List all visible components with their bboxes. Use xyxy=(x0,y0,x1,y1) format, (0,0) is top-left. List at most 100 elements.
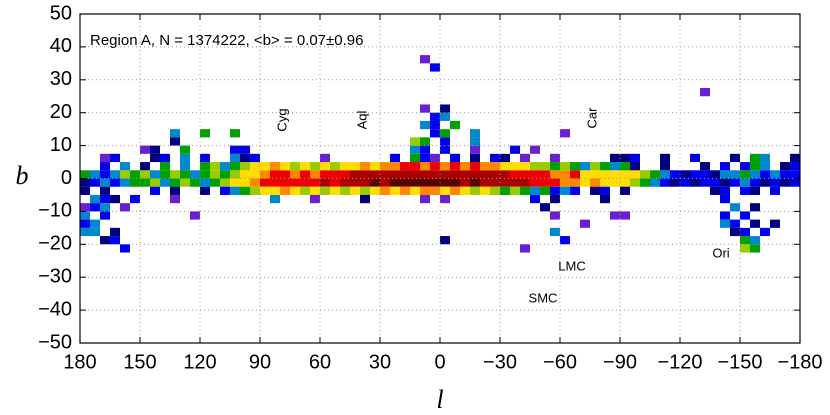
heatmap-cell xyxy=(380,178,390,187)
heatmap-cell xyxy=(620,178,630,187)
plot-frame xyxy=(79,13,801,344)
heatmap-cell xyxy=(80,170,90,179)
heatmap-cell xyxy=(110,227,120,237)
heatmap-cell xyxy=(100,194,110,204)
heatmap-cell xyxy=(540,178,550,187)
heatmap-cell xyxy=(550,153,560,163)
heatmap-cell xyxy=(460,170,470,179)
heatmap-cell xyxy=(350,170,360,179)
heatmap-cell xyxy=(520,162,530,171)
x-tick-label: −150 xyxy=(717,351,762,373)
heatmap-cell xyxy=(300,186,310,195)
x-tick-label: −30 xyxy=(483,351,517,373)
heatmap-cell xyxy=(170,137,180,146)
heatmap-cell xyxy=(730,203,740,212)
heatmap-cell xyxy=(410,145,420,154)
heatmap-cell xyxy=(400,186,410,195)
heatmap-cell xyxy=(710,170,720,179)
heatmap-cell xyxy=(770,178,780,187)
heatmap-cell xyxy=(550,227,560,237)
x-tick-label: 30 xyxy=(369,351,391,373)
annotation: Aql xyxy=(354,110,369,129)
heatmap-cell xyxy=(270,162,280,171)
x-tick-label: 120 xyxy=(183,351,216,373)
heatmap-cell xyxy=(380,162,390,171)
heatmap-cell xyxy=(360,186,370,195)
heatmap-cell xyxy=(290,162,300,171)
heatmap-cell xyxy=(740,178,750,187)
heatmap-cell xyxy=(700,170,710,179)
heatmap-cell xyxy=(300,162,310,171)
heatmap-cell xyxy=(370,178,380,187)
heatmap-cell xyxy=(390,186,400,195)
heatmap-cell xyxy=(780,178,790,187)
heatmap-cell xyxy=(510,186,520,195)
heatmap-cell xyxy=(430,112,440,121)
heatmap-cell xyxy=(740,186,750,195)
heatmap-cell xyxy=(80,203,90,212)
heatmap-cell xyxy=(390,162,400,171)
heatmap-cell xyxy=(620,170,630,179)
heatmap-cell xyxy=(80,211,90,220)
heatmap-cell xyxy=(580,178,590,187)
heatmap-cell xyxy=(440,129,450,138)
heatmap-cell xyxy=(240,178,250,187)
heatmap-cell xyxy=(530,145,540,154)
heatmap-cell xyxy=(430,129,440,138)
heatmap-cell xyxy=(750,186,760,195)
heatmap-cell xyxy=(200,170,210,179)
heatmap-cell xyxy=(690,178,700,187)
heatmap-cell xyxy=(170,129,180,138)
heatmap-cell xyxy=(760,178,770,187)
heatmap-cell xyxy=(630,153,640,163)
heatmap-cell xyxy=(620,211,630,220)
heatmap-cell xyxy=(530,162,540,171)
heatmap-cell xyxy=(230,145,240,154)
heatmap-cell xyxy=(620,162,630,171)
heatmap-cell xyxy=(450,120,460,130)
heatmap-cell xyxy=(400,170,410,179)
heatmap-cell xyxy=(760,153,770,163)
heatmap-cell xyxy=(290,170,300,179)
heatmap-cell xyxy=(320,170,330,179)
heatmap-cell xyxy=(510,178,520,187)
heatmap-cell xyxy=(360,162,370,171)
heatmap-cell xyxy=(140,162,150,171)
heatmap-cell xyxy=(340,186,350,195)
chart-title: Region A, N = 1374222, <b> = 0.07±0.96 xyxy=(90,32,363,49)
heatmap-cell xyxy=(500,170,510,179)
heatmap-cell xyxy=(770,186,780,195)
heatmap-cell xyxy=(730,227,740,237)
heatmap-cell xyxy=(650,178,660,187)
heatmap-cell xyxy=(90,227,100,237)
heatmap-cell xyxy=(390,178,400,187)
heatmap-cell xyxy=(440,186,450,195)
heatmap-cell xyxy=(410,137,420,146)
heatmap-cell xyxy=(680,170,690,179)
heatmap-cell xyxy=(170,170,180,179)
heatmap xyxy=(80,55,800,253)
y-tick-label: 30 xyxy=(50,68,72,90)
heatmap-cell xyxy=(460,186,470,195)
heatmap-cell xyxy=(580,170,590,179)
heatmap-cell xyxy=(220,162,230,171)
heatmap-cell xyxy=(750,162,760,171)
heatmap-cell xyxy=(270,194,280,204)
heatmap-cell xyxy=(90,203,100,212)
heatmap-cell xyxy=(500,162,510,171)
heatmap-cell xyxy=(570,170,580,179)
heatmap-cell xyxy=(250,186,260,195)
heatmap-cell xyxy=(380,186,390,195)
heatmap-cell xyxy=(730,153,740,163)
heatmap-cell xyxy=(780,162,790,171)
heatmap-cell xyxy=(540,162,550,171)
heatmap-cell xyxy=(480,162,490,171)
heatmap-cell xyxy=(430,63,440,72)
heatmap-cell xyxy=(370,162,380,171)
heatmap-cell xyxy=(110,194,120,204)
heatmap-cell xyxy=(230,186,240,195)
heatmap-cell xyxy=(440,145,450,154)
heatmap-cell xyxy=(220,186,230,195)
heatmap-cell xyxy=(250,162,260,171)
heatmap-cell xyxy=(200,153,210,163)
